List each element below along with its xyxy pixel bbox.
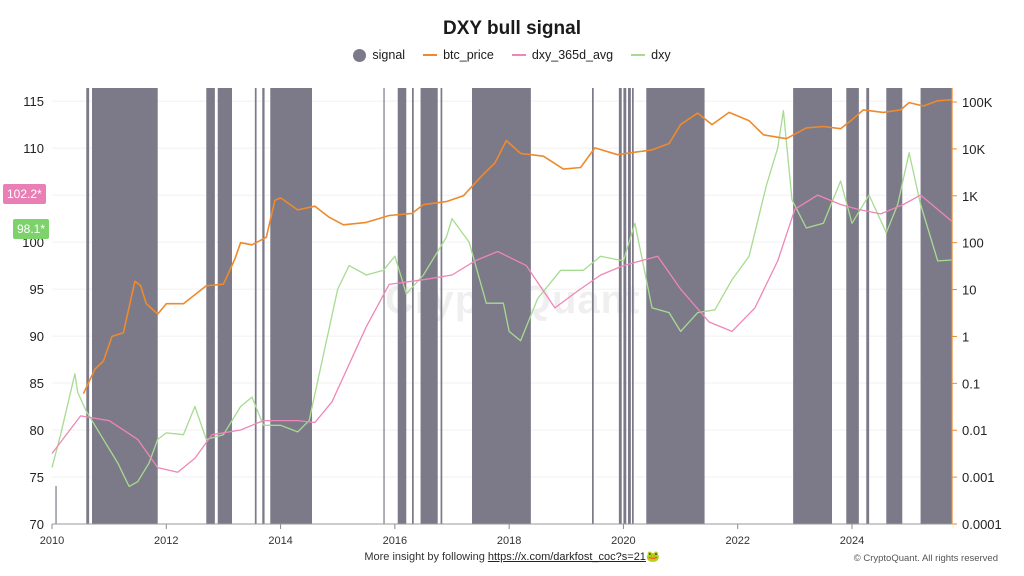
- signal-band: [254, 88, 257, 524]
- signal-band: [262, 88, 265, 524]
- signal-band: [217, 88, 232, 524]
- x-tick-label-2024: 2024: [840, 535, 864, 547]
- y-right-tick-label-0.1: 0.1: [962, 376, 980, 391]
- signal-band: [618, 88, 622, 524]
- series-line-dxy-365d-avg: [51, 194, 953, 473]
- legend-swatch-signal: [353, 48, 367, 62]
- legend-swatch-dxy-365d-avg: [511, 54, 526, 56]
- signal-band: [397, 88, 407, 524]
- y-left-tick-label-90: 90: [30, 329, 44, 344]
- legend-item-signal[interactable]: signal: [353, 48, 405, 62]
- legend-swatch-dxy: [631, 54, 646, 56]
- y-right-tick-label-0.001: 0.001: [962, 470, 995, 485]
- signal-band: [628, 88, 631, 524]
- legend-item-btc-price[interactable]: btc_price: [423, 48, 494, 62]
- last-value-badge-dxy-365d-avg: 102.2*: [3, 184, 46, 204]
- signal-band: [412, 88, 414, 524]
- x-tick-label-2014: 2014: [268, 535, 292, 547]
- signal-band: [472, 88, 531, 524]
- signal-band: [420, 88, 438, 524]
- y-right-tick-label-100K: 100K: [962, 95, 993, 110]
- x-tick-label-2016: 2016: [383, 535, 407, 547]
- y-right-tick-label-1K: 1K: [962, 189, 978, 204]
- y-left-tick-label-80: 80: [30, 423, 44, 438]
- legend-label-dxy-365d-avg: dxy_365d_avg: [531, 48, 614, 62]
- signal-band: [270, 88, 312, 524]
- y-left-tick-label-110: 110: [23, 141, 44, 156]
- signal-band: [592, 88, 594, 524]
- y-left-tick-label-70: 70: [30, 517, 44, 532]
- series-line-btc-price: [82, 98, 953, 395]
- legend-label-signal: signal: [372, 48, 406, 62]
- signal-band: [846, 88, 859, 524]
- footer-link[interactable]: https://x.com/darkfost_coc?s=21: [487, 551, 646, 563]
- y-right-tick-label-0.01: 0.01: [962, 423, 987, 438]
- legend-label-btc-price: btc_price: [443, 48, 494, 62]
- y-right-tick-label-0.0001: 0.0001: [962, 517, 1002, 532]
- legend-item-dxy[interactable]: dxy: [631, 48, 671, 62]
- y-left-tick-label-115: 115: [23, 94, 44, 109]
- signal-band: [383, 88, 385, 524]
- y-right-tick-label-10: 10: [962, 283, 976, 298]
- footer: More insight by following https://x.com/…: [0, 550, 1024, 563]
- copyright: © CryptoQuant. All rights reserved: [853, 553, 998, 564]
- last-value-badge-dxy: 98.1*: [13, 219, 50, 239]
- y-left-tick-label-85: 85: [30, 376, 44, 391]
- signal-band: [793, 88, 832, 524]
- series-line-dxy: [51, 109, 953, 488]
- signal-band: [440, 88, 443, 524]
- legend-item-dxy-365d-avg[interactable]: dxy_365d_avg: [511, 48, 614, 62]
- frog-icon: 🐸: [645, 551, 660, 563]
- signal-band: [623, 88, 627, 524]
- signal-band: [206, 88, 215, 524]
- y-right-tick-label-1: 1: [962, 329, 969, 344]
- x-tick-label-2022: 2022: [725, 535, 749, 547]
- y-right-tick-label-10K: 10K: [962, 142, 985, 157]
- legend-swatch-btc-price: [423, 54, 438, 56]
- x-tick-label-2020: 2020: [611, 535, 635, 547]
- signal-band: [886, 88, 903, 524]
- signal-band: [55, 486, 57, 524]
- y-left-tick-label-75: 75: [30, 470, 44, 485]
- footer-text: More insight by following: [364, 551, 488, 563]
- y-left-tick-label-95: 95: [30, 282, 44, 297]
- x-tick-label-2012: 2012: [154, 535, 178, 547]
- signal-band: [86, 88, 90, 524]
- legend: signal btc_price dxy_365d_avg dxy: [0, 48, 1024, 62]
- x-tick-label-2018: 2018: [497, 535, 521, 547]
- signal-band: [632, 88, 634, 524]
- signal-band: [920, 88, 952, 524]
- chart-title: DXY bull signal: [443, 18, 581, 39]
- legend-label-dxy: dxy: [651, 48, 671, 62]
- signal-band: [866, 88, 870, 524]
- y-right-tick-label-100: 100: [962, 236, 984, 251]
- x-tick-label-2010: 2010: [40, 535, 64, 547]
